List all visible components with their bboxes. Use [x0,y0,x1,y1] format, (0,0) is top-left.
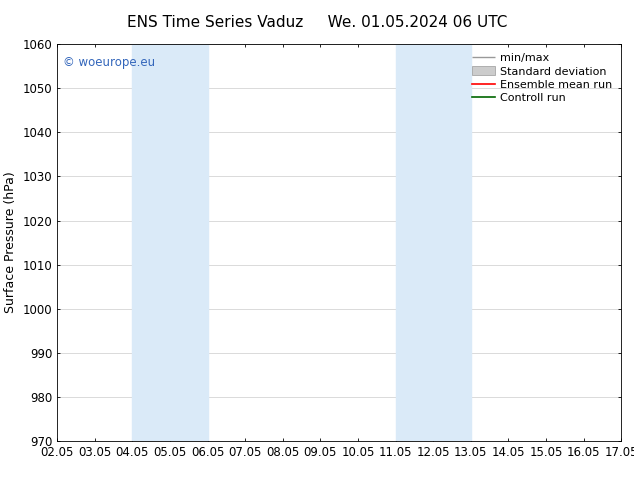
Y-axis label: Surface Pressure (hPa): Surface Pressure (hPa) [4,172,17,314]
Legend: min/max, Standard deviation, Ensemble mean run, Controll run: min/max, Standard deviation, Ensemble me… [469,49,616,107]
Text: ENS Time Series Vaduz     We. 01.05.2024 06 UTC: ENS Time Series Vaduz We. 01.05.2024 06 … [127,15,507,30]
Text: © woeurope.eu: © woeurope.eu [63,56,155,69]
Bar [396,44,471,441]
Bar [133,44,207,441]
